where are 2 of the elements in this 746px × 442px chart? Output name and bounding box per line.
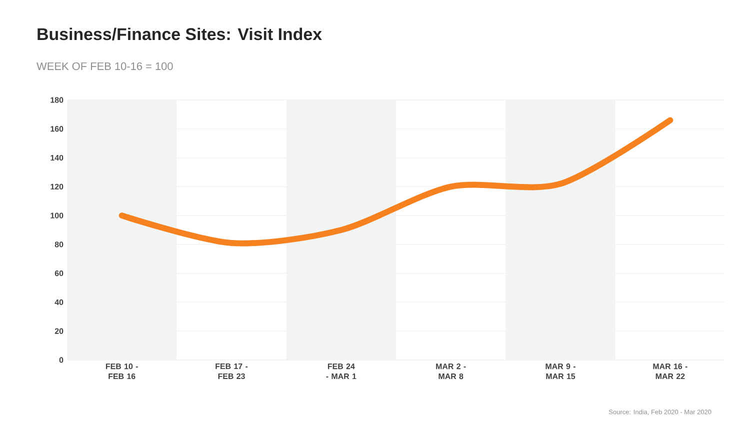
chart-subtitle: WEEK OF FEB 10-16 = 100 [36,62,173,70]
chart-title: Business/Finance Sites: Visit Index [38,28,322,40]
